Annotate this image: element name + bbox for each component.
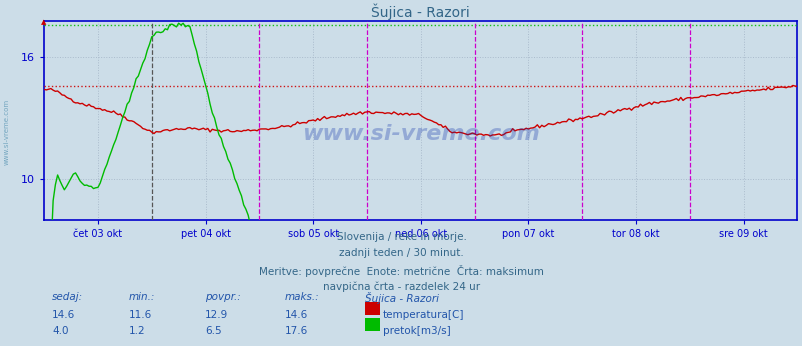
- Text: 14.6: 14.6: [285, 310, 308, 320]
- Text: povpr.:: povpr.:: [205, 292, 241, 302]
- Title: Šujica - Razori: Šujica - Razori: [371, 3, 469, 20]
- Text: 1.2: 1.2: [128, 326, 145, 336]
- Text: www.si-vreme.com: www.si-vreme.com: [302, 124, 539, 144]
- Text: navpična črta - razdelek 24 ur: navpična črta - razdelek 24 ur: [322, 282, 480, 292]
- Text: Šujica - Razori: Šujica - Razori: [365, 292, 439, 304]
- Text: 17.6: 17.6: [285, 326, 308, 336]
- Text: 4.0: 4.0: [52, 326, 69, 336]
- Text: 12.9: 12.9: [205, 310, 228, 320]
- Text: www.si-vreme.com: www.si-vreme.com: [3, 98, 10, 165]
- Text: temperatura[C]: temperatura[C]: [383, 310, 464, 320]
- Text: pretok[m3/s]: pretok[m3/s]: [383, 326, 450, 336]
- Text: maks.:: maks.:: [285, 292, 319, 302]
- Text: 6.5: 6.5: [205, 326, 221, 336]
- Text: zadnji teden / 30 minut.: zadnji teden / 30 minut.: [338, 248, 464, 258]
- Text: sedaj:: sedaj:: [52, 292, 83, 302]
- Text: ▲: ▲: [42, 19, 47, 25]
- Text: Meritve: povprečne  Enote: metrične  Črta: maksimum: Meritve: povprečne Enote: metrične Črta:…: [259, 265, 543, 277]
- Text: 14.6: 14.6: [52, 310, 75, 320]
- Text: Slovenija / reke in morje.: Slovenija / reke in morje.: [336, 232, 466, 242]
- Text: 11.6: 11.6: [128, 310, 152, 320]
- Text: min.:: min.:: [128, 292, 155, 302]
